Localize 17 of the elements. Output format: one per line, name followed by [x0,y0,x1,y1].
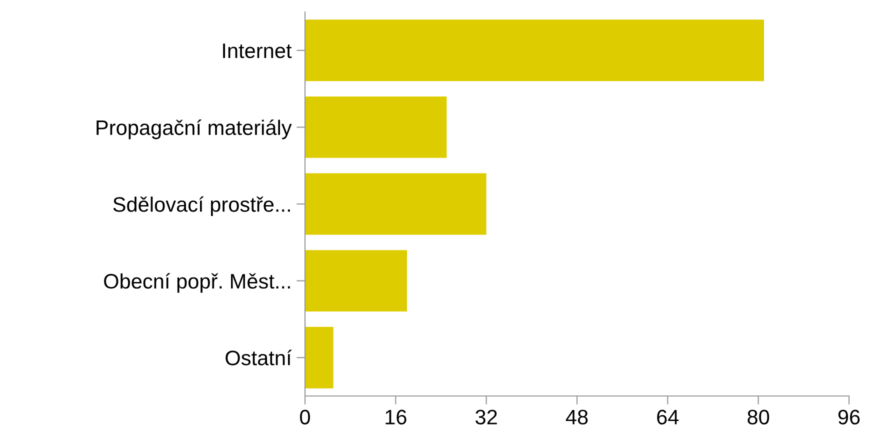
bar [305,250,407,312]
x-tick-label: 64 [657,410,679,424]
bar [305,173,486,235]
x-tick-label: 80 [748,410,770,424]
y-tick-label: Ostatní [226,350,292,366]
x-tick-label: 16 [386,410,406,424]
y-tick-label: Propagační materiály [96,120,292,140]
y-tick-label: Obecní popř. Měst... [104,273,290,293]
y-tick-label: Internet [223,44,292,58]
bar [305,326,334,388]
bar [305,96,447,158]
bar [305,20,764,82]
x-tick-label: 32 [476,410,497,424]
x-tick-label: 48 [566,410,588,424]
x-tick-label: 0 [300,410,310,424]
x-tick-label: 96 [838,410,860,424]
y-tick-label: Sdělovací prostře... [113,196,290,216]
